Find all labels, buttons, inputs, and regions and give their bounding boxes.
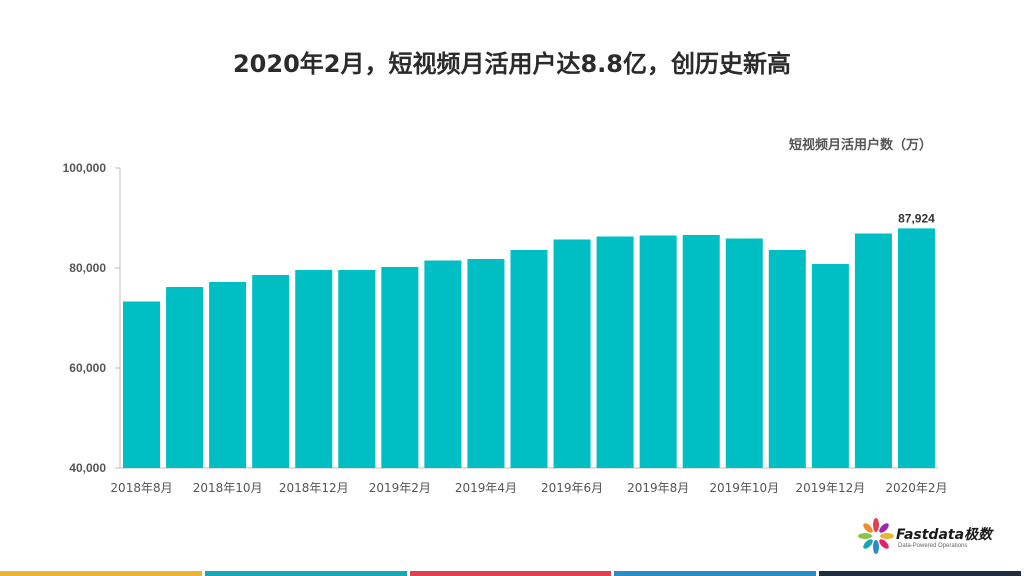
bar [252, 275, 290, 468]
bar [811, 264, 849, 468]
y-tick-label: 80,000 [69, 261, 106, 275]
bar [295, 270, 333, 468]
logo-tagline: Data-Powered Operations [898, 543, 968, 549]
x-tick-label: 2019年10月 [709, 481, 779, 495]
data-label: 87,924 [898, 211, 935, 225]
footer-stripe [409, 571, 612, 576]
footer-stripe [0, 571, 202, 576]
logo-name: Fastdata极数 [896, 527, 993, 543]
x-tick-label: 2018年12月 [279, 481, 349, 495]
y-tick-label: 100,000 [63, 161, 107, 175]
x-tick-label: 2018年10月 [193, 481, 263, 495]
bar [424, 260, 462, 468]
y-tick-label: 40,000 [69, 461, 106, 475]
footer-stripe [614, 571, 817, 576]
bar [338, 270, 376, 468]
x-tick-label: 2019年4月 [455, 481, 517, 495]
flower-logo-icon [858, 518, 894, 554]
x-tick-label: 2019年6月 [541, 481, 603, 495]
x-tick-label: 2020年2月 [885, 481, 947, 495]
footer-stripe [204, 571, 407, 576]
y-unit-label: 短视频月活用户数（万） [788, 138, 932, 153]
x-tick-label: 2019年8月 [627, 481, 689, 495]
bar [897, 228, 935, 468]
bar [209, 282, 247, 468]
bar [510, 250, 548, 468]
bar [682, 235, 720, 468]
bar [553, 239, 591, 468]
bar [596, 236, 634, 468]
x-tick-label: 2018年8月 [110, 481, 172, 495]
bar [166, 287, 204, 468]
footer-stripe [819, 571, 1021, 576]
bar [467, 259, 505, 468]
chart-title: 2020年2月，短视频月活用户达8.8亿，创历史新高 [232, 50, 791, 78]
x-tick-label: 2019年12月 [795, 481, 865, 495]
brand-logo: Fastdata极数 Data-Powered Operations [858, 516, 998, 556]
x-tick-label: 2019年2月 [369, 481, 431, 495]
bar [639, 235, 677, 468]
bar [381, 267, 419, 468]
bar [854, 233, 892, 468]
bar [768, 250, 806, 468]
y-tick-label: 60,000 [69, 361, 106, 375]
bar [123, 301, 161, 468]
bar [725, 238, 763, 468]
